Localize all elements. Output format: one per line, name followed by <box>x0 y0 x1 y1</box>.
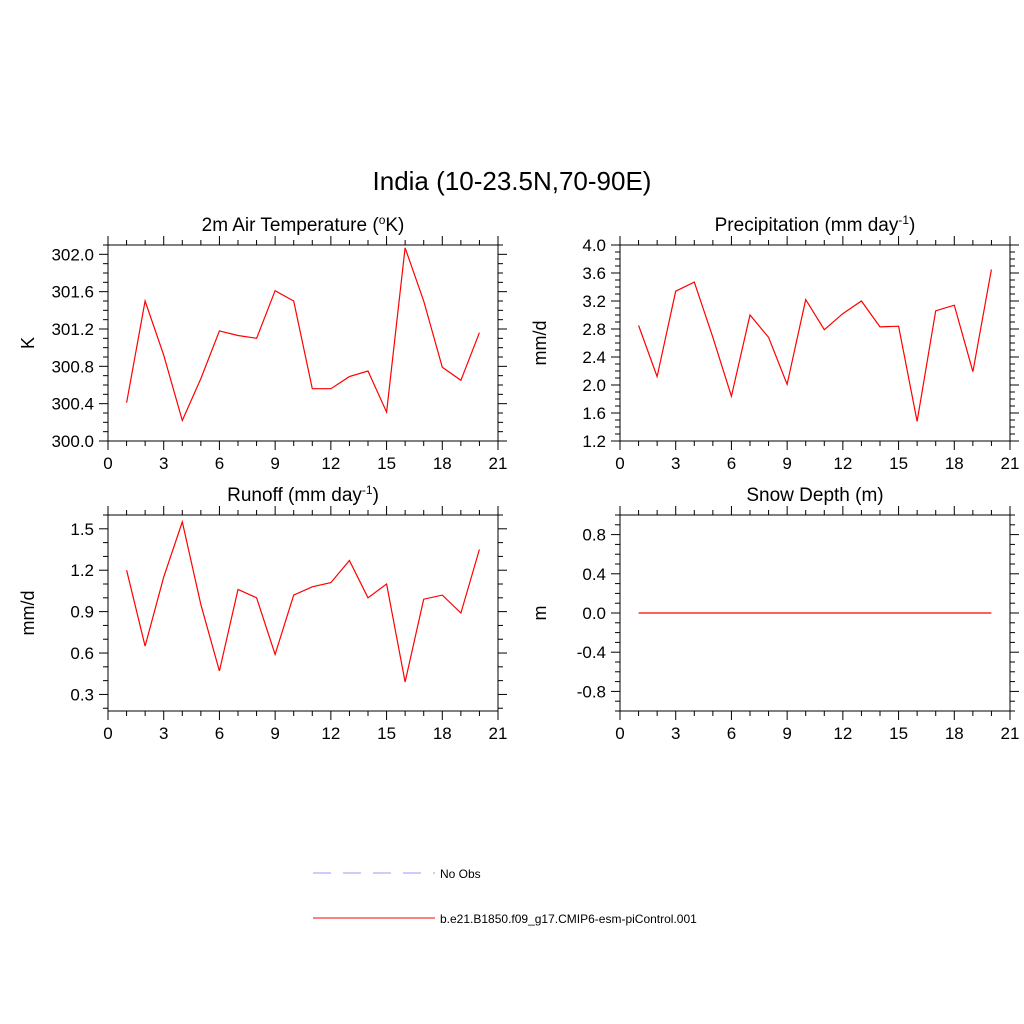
x-tick-label-runoff: 9 <box>270 724 279 743</box>
y-tick-label-precip: 3.2 <box>582 292 606 311</box>
series-line-precip <box>638 269 992 422</box>
series-line-temp <box>126 247 480 423</box>
y-axis-label-snow: m <box>530 606 550 621</box>
y-tick-label-precip: 2.4 <box>582 348 606 367</box>
y-tick-label-precip: 2.0 <box>582 376 606 395</box>
x-tick-label-snow: 0 <box>615 724 624 743</box>
legend-no-obs-label: No Obs <box>440 867 481 881</box>
x-tick-label-snow: 18 <box>945 724 964 743</box>
y-tick-label-temp: 301.2 <box>51 320 94 339</box>
x-tick-label-temp: 18 <box>433 454 452 473</box>
y-tick-label-precip: 1.2 <box>582 432 606 451</box>
plot-frame-temp <box>107 244 499 442</box>
x-tick-label-temp: 21 <box>489 454 508 473</box>
y-axis-label-precip: mm/d <box>530 321 550 366</box>
y-tick-label-temp: 302.0 <box>51 245 94 264</box>
x-tick-label-runoff: 0 <box>103 724 112 743</box>
x-tick-label-precip: 15 <box>889 454 908 473</box>
x-tick-label-precip: 0 <box>615 454 624 473</box>
x-tick-label-snow: 3 <box>671 724 680 743</box>
x-tick-label-snow: 6 <box>727 724 736 743</box>
x-tick-label-runoff: 6 <box>215 724 224 743</box>
x-tick-label-runoff: 3 <box>159 724 168 743</box>
y-axis-label-temp: K <box>18 337 38 349</box>
panels: 2m Air Temperature (oK)K0 3 6 9 12 15 18 21300.… <box>18 213 1019 743</box>
x-tick-label-snow: 21 <box>1001 724 1020 743</box>
y-tick-label-snow: 0.8 <box>582 526 606 545</box>
y-tick-label-runoff: 0.9 <box>70 603 94 622</box>
x-tick-label-temp: 3 <box>159 454 168 473</box>
x-tick-label-runoff: 18 <box>433 724 452 743</box>
y-tick-label-snow: -0.4 <box>577 643 606 662</box>
y-tick-label-temp: 300.0 <box>51 432 94 451</box>
y-tick-label-runoff: 1.2 <box>70 561 94 580</box>
y-tick-label-snow: 0.4 <box>582 565 606 584</box>
panel-runoff: Runoff (mm day-1) mm/d 0 3 6 9 12 15 18 21 0.3 0.6 0… <box>18 483 507 743</box>
x-tick-label-temp: 12 <box>321 454 340 473</box>
x-tick-label-snow: 12 <box>833 724 852 743</box>
panel-precip: Precipitation (mm day-1) mm/d 0 3 6 9 12 15 18 21… <box>530 213 1019 473</box>
y-tick-label-precip: 3.6 <box>582 264 606 283</box>
legend-model-label: b.e21.B1850.f09_g17.CMIP6-esm-piControl.… <box>440 912 697 926</box>
panel-title-snow: Snow Depth (m) <box>746 485 883 506</box>
plot-frame-runoff <box>107 514 499 712</box>
x-tick-label-precip: 3 <box>671 454 680 473</box>
panel-title-temp: 2m Air Temperature (oK) <box>202 213 405 236</box>
y-tick-label-runoff: 1.5 <box>70 520 94 539</box>
x-tick-label-runoff: 12 <box>321 724 340 743</box>
y-tick-label-temp: 301.6 <box>51 283 94 302</box>
x-tick-label-temp: 9 <box>270 454 279 473</box>
plot-frame-precip <box>619 244 1011 442</box>
y-axis-label-runoff: mm/d <box>18 591 38 636</box>
panel-title-runoff: Runoff (mm day-1) <box>227 483 379 506</box>
y-tick-label-precip: 1.6 <box>582 404 606 423</box>
y-tick-label-runoff: 0.6 <box>70 644 94 663</box>
y-tick-label-temp: 300.4 <box>51 395 94 414</box>
x-tick-label-runoff: 21 <box>489 724 508 743</box>
x-tick-label-precip: 18 <box>945 454 964 473</box>
x-tick-label-snow: 15 <box>889 724 908 743</box>
x-tick-label-temp: 6 <box>215 454 224 473</box>
x-tick-label-precip: 12 <box>833 454 852 473</box>
y-tick-label-snow: -0.8 <box>577 682 606 701</box>
x-tick-label-precip: 21 <box>1001 454 1020 473</box>
x-tick-label-precip: 9 <box>782 454 791 473</box>
panel-title-precip: Precipitation (mm day-1) <box>715 213 916 236</box>
y-tick-label-precip: 2.8 <box>582 320 606 339</box>
y-tick-label-snow: 0.0 <box>582 604 606 623</box>
figure-title: India (10-23.5N,70-90E) <box>373 166 652 196</box>
panel-snow: Snow Depth (m) m 0 3 6 9 12 15 18 21 -0.8 -0.4 0.0 0.… <box>530 485 1019 743</box>
x-tick-label-snow: 9 <box>782 724 791 743</box>
y-tick-label-precip: 4.0 <box>582 236 606 255</box>
panel-temp: 2m Air Temperature (oK) K 0 3 6 9 12 15 18 21 300.… <box>18 213 507 473</box>
x-tick-label-runoff: 15 <box>377 724 396 743</box>
legend: No Obs b.e21.B1850.f09_g17.CMIP6-esm-piC… <box>313 867 697 926</box>
x-tick-label-precip: 6 <box>727 454 736 473</box>
series-line-runoff <box>126 519 480 683</box>
x-tick-label-temp: 15 <box>377 454 396 473</box>
y-tick-label-runoff: 0.3 <box>70 685 94 704</box>
y-tick-label-temp: 300.8 <box>51 357 94 376</box>
x-tick-label-temp: 0 <box>103 454 112 473</box>
